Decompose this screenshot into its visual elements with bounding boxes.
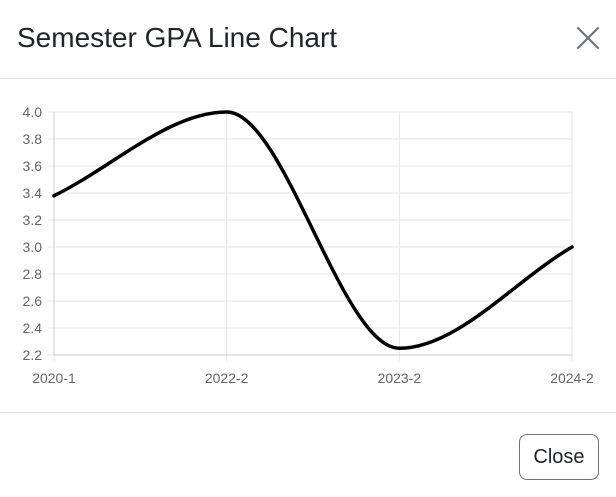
close-icon-glyph (576, 26, 600, 50)
y-tick-label: 2.4 (23, 320, 43, 336)
modal-footer: Close (0, 412, 616, 497)
x-tick-label: 2023-2 (378, 370, 422, 386)
modal-title: Semester GPA Line Chart (17, 22, 338, 53)
y-tick-labels: 4.0 3.8 3.6 3.4 3.2 3.0 2.8 2.6 2.4 2.2 (23, 104, 43, 363)
x-tick-label: 2024-2 (550, 370, 594, 386)
x-tick-labels: 2020-1 2022-2 2023-2 2024-2 (32, 370, 594, 386)
y-tick-label: 4.0 (23, 104, 43, 120)
modal-body: 4.0 3.8 3.6 3.4 3.2 3.0 2.8 2.6 2.4 2.2 2020-1 202… (0, 80, 616, 412)
gpa-line-chart: 4.03.83.63.43.23.02.82.62.42.2 2020-1 202… (23, 104, 594, 386)
y-tick-label: 3.6 (23, 158, 43, 174)
chart-grid (48, 111, 573, 361)
close-button[interactable]: Close (519, 434, 599, 480)
y-tick-label: 3.8 (23, 131, 43, 147)
y-tick-label: 3.0 (23, 239, 43, 255)
y-tick-label: 3.2 (23, 212, 43, 228)
x-tick-label: 2022-2 (205, 370, 249, 386)
y-tick-label: 2.6 (23, 293, 43, 309)
chart-series (52, 110, 574, 350)
gpa-series-line (52, 110, 574, 350)
y-tick-label: 2.2 (23, 347, 43, 363)
modal-header: Semester GPA Line Chart (0, 0, 616, 79)
y-tick-label: 3.4 (23, 185, 43, 201)
x-tick-label: 2020-1 (32, 370, 76, 386)
chart-axes (53, 112, 572, 356)
y-tick-label: 2.8 (23, 266, 43, 282)
close-icon[interactable] (574, 24, 602, 52)
